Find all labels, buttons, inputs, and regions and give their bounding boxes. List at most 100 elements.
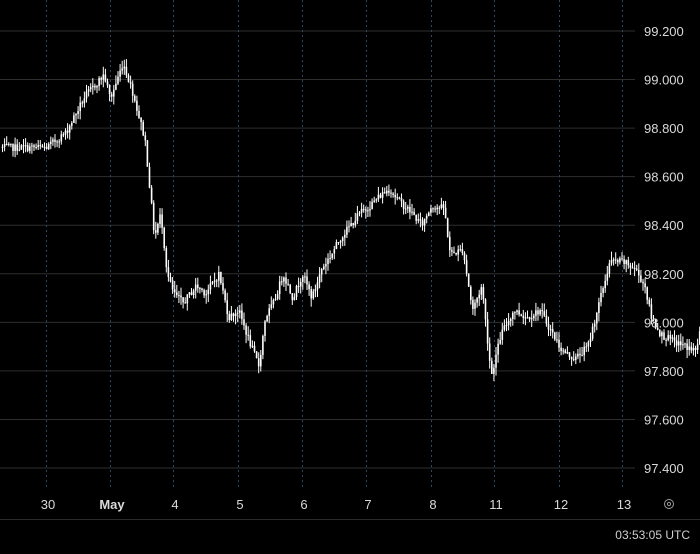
- candle-body: [234, 313, 237, 317]
- candle-body: [352, 223, 354, 226]
- candle-body: [404, 208, 407, 210]
- candle-body: [682, 344, 684, 346]
- candle-body: [539, 310, 541, 315]
- candle-body: [381, 192, 384, 198]
- candle-body: [568, 352, 571, 357]
- candle-body: [528, 317, 531, 320]
- candle-body: [22, 145, 25, 147]
- y-tick-label: 99.200: [644, 24, 684, 39]
- candle-body: [650, 304, 653, 319]
- candle-body: [638, 269, 640, 276]
- candle-body: [575, 356, 577, 360]
- candle-body: [505, 325, 508, 327]
- candle-body: [232, 313, 235, 317]
- candle-body: [617, 260, 619, 263]
- candle-body: [201, 288, 203, 291]
- candle-body: [136, 100, 138, 111]
- candle-body: [96, 86, 98, 88]
- candle-body: [304, 276, 306, 278]
- candle-body: [554, 332, 556, 340]
- candle-body: [110, 94, 113, 97]
- candle-body: [656, 327, 659, 330]
- candle-body: [68, 125, 71, 133]
- x-tick-label: 13: [617, 497, 631, 512]
- candle-body: [518, 310, 520, 315]
- candle-body: [144, 135, 147, 141]
- candle-body: [14, 144, 16, 151]
- candle-body: [659, 329, 661, 337]
- candle-body: [413, 211, 415, 215]
- candle-body: [409, 206, 411, 213]
- candle-body: [491, 360, 493, 374]
- candle-body: [373, 200, 375, 202]
- candle-body: [239, 310, 241, 313]
- candle-body: [457, 249, 459, 255]
- candle-body: [545, 315, 548, 324]
- candle-body: [585, 346, 588, 348]
- candle-body: [623, 259, 625, 265]
- candle-body: [444, 207, 447, 219]
- axis-settings-button[interactable]: [661, 496, 677, 512]
- candle-body: [535, 310, 537, 316]
- candle-series: [1, 59, 700, 382]
- candle-body: [39, 145, 42, 147]
- candle-body: [449, 236, 451, 251]
- candle-body: [608, 263, 611, 274]
- candle-body: [474, 302, 476, 309]
- candle-body: [377, 194, 380, 200]
- candle-body: [45, 146, 48, 149]
- candle-body: [115, 83, 117, 90]
- candle-body: [663, 332, 665, 340]
- y-tick-label: 98.200: [644, 267, 684, 282]
- status-bar: 03:53:05 UTC: [0, 519, 700, 550]
- candle-body: [73, 115, 75, 123]
- candle-body: [35, 146, 37, 148]
- candle-body: [619, 258, 621, 263]
- candle-body: [33, 145, 35, 148]
- candle-body: [520, 314, 522, 316]
- candle-body: [24, 145, 27, 147]
- candle-body: [318, 274, 321, 283]
- candle-body: [467, 273, 470, 287]
- candle-body: [465, 260, 468, 274]
- candle-body: [667, 335, 669, 341]
- candle-body: [648, 299, 651, 305]
- candle-body: [386, 190, 388, 194]
- candle-body: [610, 260, 613, 264]
- candle-body: [642, 281, 644, 284]
- candle-body: [211, 281, 214, 284]
- candle-body: [188, 292, 191, 295]
- candle-body: [62, 134, 65, 136]
- candle-body: [159, 214, 161, 224]
- candle-body: [694, 348, 697, 350]
- candle-body: [635, 268, 638, 270]
- y-tick-label: 99.000: [644, 73, 684, 88]
- candle-body: [129, 82, 132, 84]
- candle-body: [341, 237, 344, 242]
- x-tick-label: May: [99, 497, 125, 512]
- candle-body: [463, 253, 466, 261]
- candle-body: [182, 297, 184, 303]
- x-tick-label: 4: [171, 497, 178, 512]
- candle-body: [113, 89, 115, 97]
- candle-body: [461, 249, 464, 254]
- candle-body: [371, 201, 373, 209]
- candle-body: [612, 259, 615, 261]
- candle-body: [270, 304, 273, 309]
- candle-body: [572, 359, 575, 361]
- candle-body: [423, 218, 426, 226]
- candle-body: [178, 295, 180, 297]
- candle-body: [134, 95, 136, 101]
- candle-body: [165, 248, 168, 268]
- candle-body: [163, 227, 165, 249]
- candle-body: [264, 321, 266, 336]
- candle-body: [365, 209, 367, 211]
- candle-body: [10, 143, 12, 145]
- candle-body: [262, 335, 264, 355]
- candle-body: [564, 350, 567, 354]
- candle-body: [470, 286, 472, 300]
- candle-body: [197, 284, 199, 289]
